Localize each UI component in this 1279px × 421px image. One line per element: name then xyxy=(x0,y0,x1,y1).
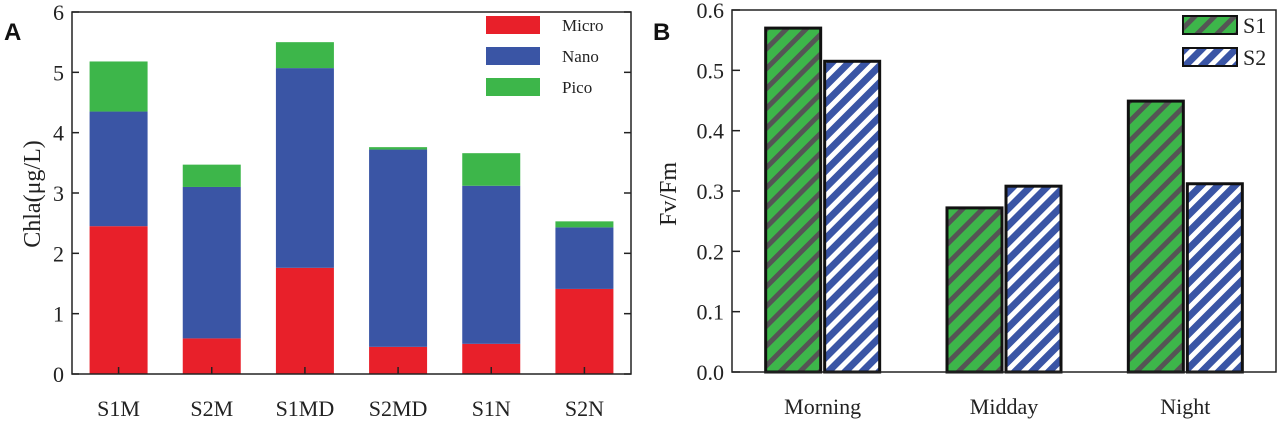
legend-label-micro: Micro xyxy=(562,16,604,35)
panel-b-label: B xyxy=(653,19,670,46)
x-tick-label: S1N xyxy=(472,396,511,421)
bar-s1-morning xyxy=(764,26,823,374)
y-tick-label: 1 xyxy=(53,302,64,327)
bar-s2-morning xyxy=(823,59,882,374)
bar-nano-s2md xyxy=(369,149,428,347)
x-tick-label: Midday xyxy=(970,394,1038,419)
bar-nano-s1n xyxy=(462,185,521,344)
x-tick-label: S1MD xyxy=(276,396,335,421)
legend-label-nano: Nano xyxy=(562,47,599,66)
bar-pico-s1m xyxy=(89,61,148,112)
legend-swatch-micro xyxy=(486,16,540,34)
y-tick-label: 6 xyxy=(53,0,64,25)
bar-nano-s2n xyxy=(555,227,614,289)
bar-s1-midday xyxy=(945,206,1004,374)
y-tick-label: 0.3 xyxy=(697,179,725,204)
x-tick-label: S2M xyxy=(190,396,233,421)
bar-micro-s2n xyxy=(555,288,614,374)
y-tick-label: 2 xyxy=(53,241,64,266)
legend-label-s2: S2 xyxy=(1243,45,1266,70)
x-tick-label: S1M xyxy=(97,396,140,421)
x-tick-label: Morning xyxy=(784,394,861,419)
bar-nano-s1m xyxy=(89,111,148,227)
bar-s1-night xyxy=(1126,99,1185,374)
y-tick-label: 0.4 xyxy=(697,119,725,144)
legend-swatch-s1 xyxy=(1182,15,1238,35)
legend-swatch-s2 xyxy=(1182,47,1238,67)
panel-b-chart: B Fv/Fm Morning Midday Night 0.0 0.1 0.2 0.3 0.… xyxy=(653,0,1277,419)
legend-label-pico: Pico xyxy=(562,78,592,97)
y-tick-label: 0.2 xyxy=(697,239,725,264)
bar-s2-midday xyxy=(1004,184,1063,374)
bar-s2-night xyxy=(1185,182,1244,374)
panel-b-y-axis-title: Fv/Fm xyxy=(656,162,682,226)
bar-pico-s2m xyxy=(182,164,241,187)
legend-label-s1: S1 xyxy=(1243,13,1266,38)
y-tick-label: 0.5 xyxy=(697,58,725,83)
bar-pico-s2n xyxy=(555,221,614,228)
panel-a-label: A xyxy=(4,19,21,46)
bar-pico-s1md xyxy=(275,42,334,69)
panel-a-plot-frame xyxy=(71,11,632,375)
y-tick-label: 0.1 xyxy=(697,300,725,325)
bar-micro-s1md xyxy=(275,267,334,374)
y-tick-label: 3 xyxy=(53,181,64,206)
x-tick-label: S2N xyxy=(565,396,604,421)
panel-a-chart: A Chla(μg/L) S1M S2M S1MD S2MD S1N S2N 0 1 2 3 4 5 6… xyxy=(4,0,632,421)
y-tick-label: 0.0 xyxy=(697,360,725,385)
legend-swatch-pico xyxy=(486,78,540,96)
y-tick-label: 4 xyxy=(53,121,64,146)
panel-a-y-axis-title: Chla(μg/L) xyxy=(20,140,46,248)
bar-nano-s1md xyxy=(275,68,334,268)
y-tick-label: 0.6 xyxy=(697,0,725,23)
bar-pico-s1n xyxy=(462,153,521,186)
x-tick-label: Night xyxy=(1160,394,1210,419)
bar-micro-s1m xyxy=(89,226,148,374)
x-tick-label: S2MD xyxy=(369,396,428,421)
legend-swatch-nano xyxy=(486,47,540,65)
bar-pico-s2md xyxy=(369,147,428,150)
y-tick-label: 5 xyxy=(53,60,64,85)
bar-nano-s2m xyxy=(182,186,241,339)
y-tick-label: 0 xyxy=(53,362,64,387)
